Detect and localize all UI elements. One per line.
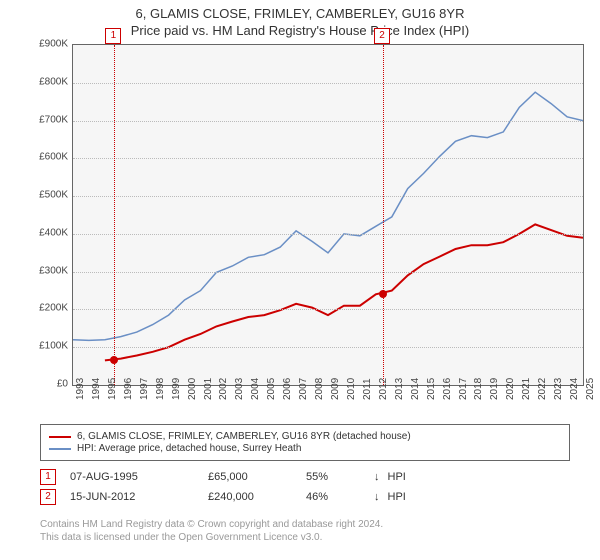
- x-axis-label: 2018: [473, 378, 484, 400]
- chart-lines: [73, 45, 583, 385]
- sale-marker-dot: [110, 356, 118, 364]
- legend-swatch: [49, 448, 71, 450]
- x-axis-label: 2016: [442, 378, 453, 400]
- sale-pct: 46%: [306, 491, 366, 503]
- x-axis-label: 2006: [282, 378, 293, 400]
- footer-line-1: Contains HM Land Registry data © Crown c…: [40, 518, 383, 531]
- sale-hpi-label: HPI: [388, 471, 406, 483]
- y-axis-label: £0: [28, 379, 68, 390]
- x-axis-label: 1997: [139, 378, 150, 400]
- title-line-1: 6, GLAMIS CLOSE, FRIMLEY, CAMBERLEY, GU1…: [0, 6, 600, 23]
- sale-price: £65,000: [208, 471, 298, 483]
- attribution-footer: Contains HM Land Registry data © Crown c…: [40, 518, 383, 544]
- x-axis-label: 2007: [298, 378, 309, 400]
- x-axis-label: 2010: [346, 378, 357, 400]
- x-axis-label: 2012: [378, 378, 389, 400]
- x-axis-label: 2014: [410, 378, 421, 400]
- sale-row-badge: 2: [40, 489, 56, 505]
- sale-row-badge: 1: [40, 469, 56, 485]
- plot-area: [72, 44, 584, 386]
- x-axis-label: 2015: [426, 378, 437, 400]
- y-axis-label: £600K: [28, 152, 68, 163]
- x-axis-label: 2020: [505, 378, 516, 400]
- y-axis-label: £800K: [28, 76, 68, 87]
- sale-marker-badge: 1: [105, 28, 121, 44]
- x-axis-label: 2022: [537, 378, 548, 400]
- x-axis-label: 1994: [91, 378, 102, 400]
- legend-label: 6, GLAMIS CLOSE, FRIMLEY, CAMBERLEY, GU1…: [77, 431, 411, 442]
- x-axis-label: 2024: [569, 378, 580, 400]
- x-axis-label: 2023: [553, 378, 564, 400]
- x-axis-label: 2001: [203, 378, 214, 400]
- title-line-2: Price paid vs. HM Land Registry's House …: [0, 23, 600, 40]
- sale-date: 15-JUN-2012: [64, 491, 200, 503]
- sale-row: 2 15-JUN-2012 £240,000 46% ↓ HPI: [40, 489, 406, 505]
- x-axis-label: 2000: [187, 378, 198, 400]
- x-axis-label: 2025: [585, 378, 596, 400]
- sale-pct: 55%: [306, 471, 366, 483]
- x-axis-label: 1999: [171, 378, 182, 400]
- y-axis-label: £700K: [28, 114, 68, 125]
- footer-line-2: This data is licensed under the Open Gov…: [40, 531, 383, 544]
- x-axis-label: 2011: [362, 378, 373, 400]
- x-axis-label: 2021: [521, 378, 532, 400]
- chart-title: 6, GLAMIS CLOSE, FRIMLEY, CAMBERLEY, GU1…: [0, 0, 600, 40]
- x-axis-label: 1993: [75, 378, 86, 400]
- sale-marker-badge: 2: [374, 28, 390, 44]
- sale-hpi-label: HPI: [388, 491, 406, 503]
- x-axis-label: 1996: [123, 378, 134, 400]
- sales-table: 1 07-AUG-1995 £65,000 55% ↓ HPI 2 15-JUN-2012 £2…: [40, 465, 406, 509]
- price-chart: £0 £100K £200K £300K £400K £500K £600K £700K £80…: [30, 44, 586, 414]
- sale-price: £240,000: [208, 491, 298, 503]
- sale-row: 1 07-AUG-1995 £65,000 55% ↓ HPI: [40, 469, 406, 485]
- series-line: [73, 92, 583, 340]
- x-axis-label: 2003: [234, 378, 245, 400]
- x-axis-label: 1998: [155, 378, 166, 400]
- y-axis-label: £500K: [28, 190, 68, 201]
- x-axis-label: 2019: [489, 378, 500, 400]
- x-axis-label: 2013: [394, 378, 405, 400]
- sale-arrow-icon: ↓: [374, 471, 380, 483]
- x-axis-label: 1995: [107, 378, 118, 400]
- sale-marker-dot: [379, 290, 387, 298]
- legend-swatch: [49, 436, 71, 438]
- y-axis-label: £200K: [28, 303, 68, 314]
- y-axis-label: £300K: [28, 265, 68, 276]
- x-axis-label: 2005: [266, 378, 277, 400]
- x-axis-label: 2002: [218, 378, 229, 400]
- legend-item: 6, GLAMIS CLOSE, FRIMLEY, CAMBERLEY, GU1…: [49, 431, 561, 442]
- legend-label: HPI: Average price, detached house, Surr…: [77, 443, 301, 454]
- sale-arrow-icon: ↓: [374, 491, 380, 503]
- legend: 6, GLAMIS CLOSE, FRIMLEY, CAMBERLEY, GU1…: [40, 424, 570, 461]
- x-axis-label: 2008: [314, 378, 325, 400]
- y-axis-label: £400K: [28, 227, 68, 238]
- x-axis-label: 2017: [458, 378, 469, 400]
- x-axis-label: 2004: [250, 378, 261, 400]
- y-axis-label: £100K: [28, 341, 68, 352]
- sale-date: 07-AUG-1995: [64, 471, 200, 483]
- legend-item: HPI: Average price, detached house, Surr…: [49, 443, 561, 454]
- y-axis-label: £900K: [28, 39, 68, 50]
- x-axis-label: 2009: [330, 378, 341, 400]
- series-line: [105, 224, 583, 360]
